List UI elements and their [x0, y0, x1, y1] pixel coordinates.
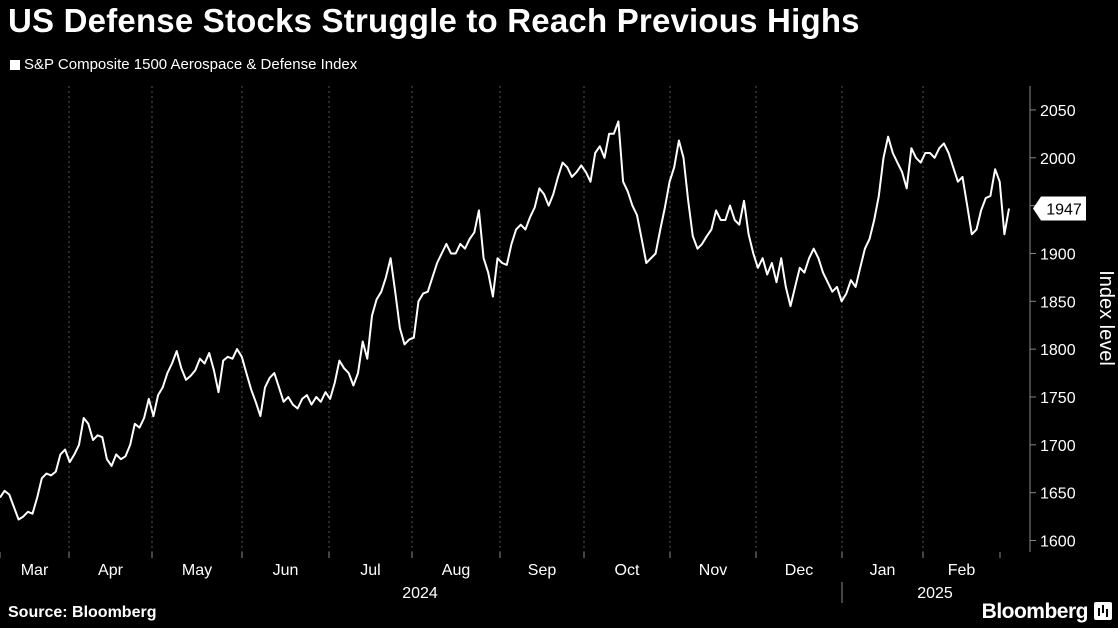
- x-tick-dec: Dec: [785, 562, 813, 579]
- x-tick-mar: Mar: [21, 562, 49, 579]
- y-axis-title: Index level: [1095, 270, 1117, 366]
- bloomberg-chart-icon: [1094, 602, 1112, 620]
- legend-label: S&P Composite 1500 Aerospace & Defense I…: [24, 56, 358, 73]
- y-tick-1600: 1600: [1040, 534, 1076, 551]
- x-tick-may: May: [182, 562, 212, 579]
- y-tick-2050: 2050: [1040, 103, 1076, 120]
- x-tick-aug: Aug: [442, 562, 470, 579]
- source-note: Source: Bloomberg: [8, 604, 157, 621]
- x-tick-jun: Jun: [273, 562, 299, 579]
- y-tick-2000: 2000: [1040, 151, 1076, 168]
- y-tick-1700: 1700: [1040, 438, 1076, 455]
- y-tick-1750: 1750: [1040, 390, 1076, 407]
- x-tick-jan: Jan: [870, 562, 896, 579]
- x-tick-oct: Oct: [615, 562, 640, 579]
- year-label-2024: 2024: [402, 585, 438, 602]
- last-value-label: 1947: [1046, 201, 1082, 218]
- x-tick-feb: Feb: [948, 562, 976, 579]
- series-line: [0, 120, 1010, 521]
- x-tick-sep: Sep: [528, 562, 557, 579]
- y-tick-1800: 1800: [1040, 342, 1076, 359]
- legend: S&P Composite 1500 Aerospace & Defense I…: [10, 56, 357, 73]
- legend-swatch: [10, 59, 20, 70]
- chart-title: US Defense Stocks Struggle to Reach Prev…: [8, 2, 860, 39]
- y-tick-1900: 1900: [1040, 246, 1076, 263]
- year-label-2025: 2025: [917, 585, 953, 602]
- last-value-flag: [1033, 196, 1086, 221]
- y-tick-1650: 1650: [1040, 486, 1076, 503]
- y-tick-1850: 1850: [1040, 294, 1076, 311]
- x-tick-apr: Apr: [98, 562, 124, 579]
- x-tick-jul: Jul: [360, 562, 380, 579]
- brand-logo: Bloomberg: [981, 600, 1089, 623]
- x-tick-nov: Nov: [699, 562, 727, 579]
